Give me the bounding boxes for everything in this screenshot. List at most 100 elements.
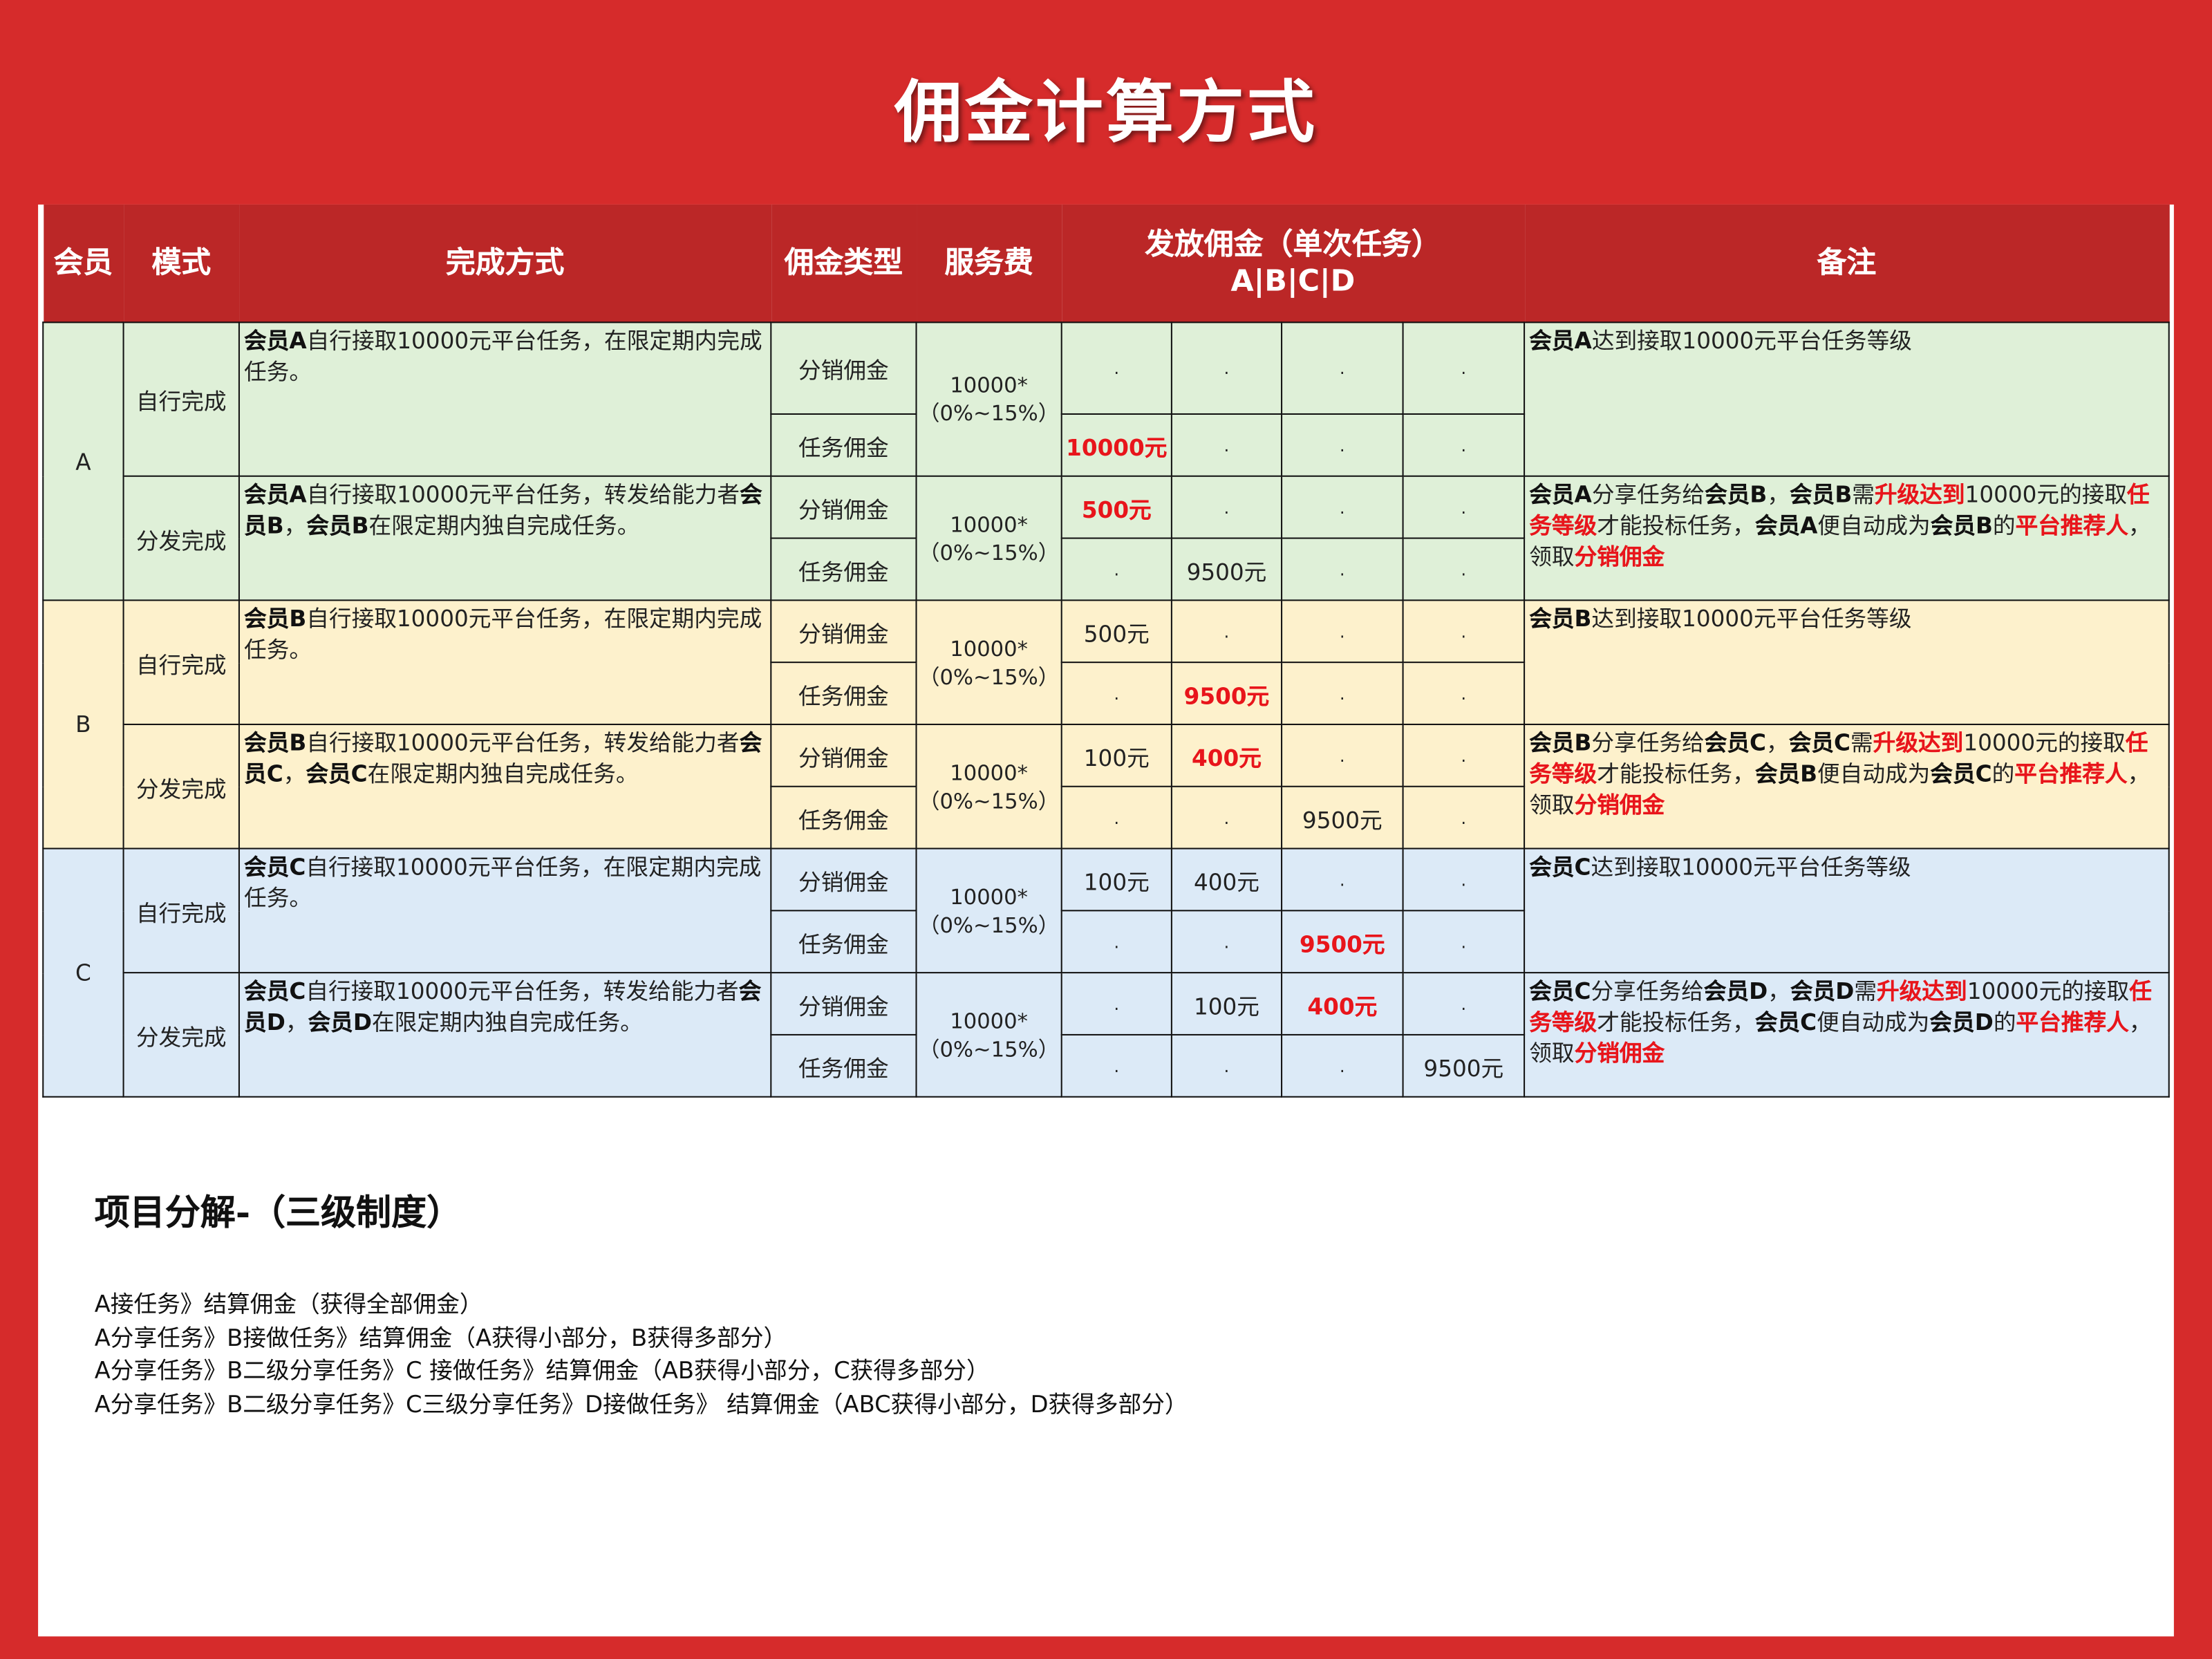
service-fee: 10000* （0%~15%） bbox=[915, 475, 1062, 601]
payout-cell-B: 400元 bbox=[1170, 847, 1283, 912]
text-segment: 自行接取10000元平台任务，转发给能力者 bbox=[306, 729, 740, 756]
payout-cell-D: . bbox=[1402, 910, 1526, 974]
commission-type: 分销佣金 bbox=[770, 599, 917, 664]
text-segment: 会员A bbox=[244, 480, 307, 508]
payout-cell-C: 400元 bbox=[1281, 972, 1404, 1035]
table-row: 任务佣金... 9500元 bbox=[43, 1033, 2168, 1098]
text-segment: 平台推荐人 bbox=[2014, 760, 2128, 787]
payout-cell-A: . bbox=[1060, 972, 1172, 1035]
text-segment: 升级达到 bbox=[1874, 480, 1965, 508]
payout-cell-B: . bbox=[1170, 785, 1283, 850]
commission-type: 任务佣金 bbox=[770, 785, 917, 850]
fee-rate: （0%~15%） bbox=[918, 787, 1060, 814]
header-member: 会员 bbox=[43, 204, 124, 323]
commission-type: 分销佣金 bbox=[770, 972, 917, 1035]
text-segment: 会员B bbox=[1790, 480, 1853, 508]
method-description: 会员B自行接取10000元平台任务，在限定期内完成任务。 bbox=[238, 599, 772, 725]
payout-cell-C: 9500元 bbox=[1281, 910, 1404, 974]
table-row: 任务佣金.. 9500元. bbox=[43, 910, 2168, 974]
table-row: 分发完成 会员A自行接取10000元平台任务，转发给能力者会员B，会员B在限定期内… bbox=[43, 475, 2170, 601]
text-segment: ， bbox=[285, 1009, 308, 1035]
text-segment: ， bbox=[283, 760, 306, 787]
text-segment: ， bbox=[1768, 977, 1790, 1005]
text-segment: 会员D bbox=[1929, 1009, 1994, 1035]
text-segment: 在限定期内独自完成任务。 bbox=[367, 760, 639, 787]
payout-cell-A: 100元 bbox=[1060, 847, 1172, 912]
member-cell: B bbox=[42, 599, 124, 850]
payout-cell-D: 9500元 bbox=[1402, 1033, 1526, 1098]
payout-cell-A: . bbox=[1060, 537, 1172, 601]
commission-type: 分销佣金 bbox=[770, 723, 917, 787]
commission-type: 分销佣金 bbox=[770, 321, 917, 415]
commission-type: 任务佣金 bbox=[770, 662, 917, 725]
text-segment: 的 bbox=[1992, 512, 2016, 539]
method-description: 会员C自行接取10000元平台任务，转发给能力者会员D，会员D在限定期内独自完成… bbox=[238, 972, 772, 1098]
commission-type: 分销佣金 bbox=[770, 847, 917, 912]
note-cell: 会员C达到接取10000元平台任务等级 bbox=[1524, 847, 2170, 974]
text-segment: 便自动成为 bbox=[1817, 512, 1931, 539]
payout-cell-C: . bbox=[1281, 1033, 1404, 1098]
payout-cell-D: . bbox=[1402, 537, 1526, 601]
text-segment: 便自动成为 bbox=[1817, 760, 1931, 787]
service-fee: 10000* （0%~15%） bbox=[915, 723, 1062, 850]
table-row: 任务佣金 10000元... bbox=[43, 413, 2168, 477]
payout-cell-D: . bbox=[1402, 321, 1526, 415]
fee-amount: 10000* bbox=[950, 511, 1028, 537]
payout-cell-C: . bbox=[1281, 847, 1404, 912]
fee-rate: （0%~15%） bbox=[918, 1035, 1060, 1062]
payout-cell-B: 9500元 bbox=[1170, 662, 1283, 725]
text-segment: 会员B bbox=[306, 512, 369, 539]
payout-cell-D: . bbox=[1402, 785, 1526, 850]
text-segment: 达到接取10000元平台任务等级 bbox=[1591, 605, 1912, 632]
text-segment: 会员D bbox=[1703, 977, 1768, 1005]
text-segment: ，领取 bbox=[1529, 1009, 2152, 1067]
table-row: A 自行完成 会员A自行接取10000元平台任务，在限定期内完成任务。 分销佣金 100… bbox=[42, 321, 2170, 601]
commission-type: 任务佣金 bbox=[770, 910, 917, 974]
payout-cell-C: . bbox=[1281, 662, 1404, 725]
text-segment: 升级达到 bbox=[1877, 977, 1967, 1005]
payout-cell-C: . bbox=[1281, 723, 1404, 787]
payout-cell-A: 500元 bbox=[1060, 599, 1172, 664]
fee-amount: 10000* bbox=[950, 883, 1028, 910]
text-segment: 升级达到 bbox=[1873, 729, 1964, 756]
text-segment: 会员C bbox=[1529, 853, 1591, 881]
text-segment: 平台推荐人 bbox=[2015, 512, 2128, 539]
text-segment: 会员C bbox=[1788, 729, 1850, 756]
payout-cell-C: . bbox=[1281, 537, 1404, 601]
text-segment: 的 bbox=[1993, 1009, 2016, 1035]
breakdown-line: A分享任务》B接做任务》结算佣金（A获得小部分，B获得多部分） bbox=[94, 1324, 787, 1351]
payout-cell-B: . bbox=[1170, 413, 1283, 477]
table-row: 任务佣金. 9500元.. bbox=[43, 662, 2168, 725]
mode-cell: 自行完成 bbox=[122, 321, 240, 477]
text-segment: 会员D bbox=[1790, 977, 1855, 1005]
payout-cell-A: 500元 bbox=[1060, 475, 1172, 539]
text-segment: 会员C bbox=[1930, 760, 1992, 787]
payout-cell-C: . bbox=[1281, 599, 1404, 664]
commission-type: 任务佣金 bbox=[770, 413, 917, 477]
text-segment: 会员D bbox=[308, 1009, 372, 1035]
breakdown-heading: 项目分解-（三级制度） bbox=[94, 1192, 462, 1233]
text-segment: ， bbox=[1767, 480, 1790, 508]
text-segment: 会员B bbox=[1529, 605, 1592, 632]
text-segment: 会员B bbox=[1705, 480, 1768, 508]
text-segment: 的 bbox=[1991, 760, 2015, 787]
text-segment: 会员B bbox=[244, 729, 307, 756]
text-segment: 平台推荐人 bbox=[2016, 1009, 2129, 1035]
commission-type: 任务佣金 bbox=[770, 537, 917, 601]
text-segment: 分销佣金 bbox=[1574, 543, 1665, 570]
header-method: 完成方式 bbox=[238, 204, 771, 323]
text-segment: 会员B bbox=[1529, 729, 1592, 756]
text-segment: 会员A bbox=[1529, 327, 1592, 355]
text-segment: 任务等级 bbox=[1529, 977, 2152, 1035]
text-segment: 会员B bbox=[244, 605, 307, 632]
payout-cell-B: . bbox=[1170, 1033, 1283, 1098]
text-segment: 分销佣金 bbox=[1574, 791, 1665, 818]
text-segment: 需 bbox=[1854, 977, 1877, 1005]
breakdown-lines: A接任务》结算佣金（获得全部佣金） A分享任务》B接做任务》结算佣金（A获得小部… bbox=[95, 1288, 1188, 1421]
service-fee: 10000* （0%~15%） bbox=[915, 847, 1062, 974]
note-cell: 会员C分享任务给会员D，会员D需升级达到10000元的接取任务等级才能投标任务，… bbox=[1524, 972, 2170, 1098]
text-segment: 任务等级 bbox=[1529, 729, 2148, 787]
text-segment: 才能投标任务， bbox=[1597, 512, 1755, 539]
payout-cell-A: 10000元 bbox=[1060, 413, 1172, 477]
text-segment: 会员C bbox=[306, 760, 368, 787]
